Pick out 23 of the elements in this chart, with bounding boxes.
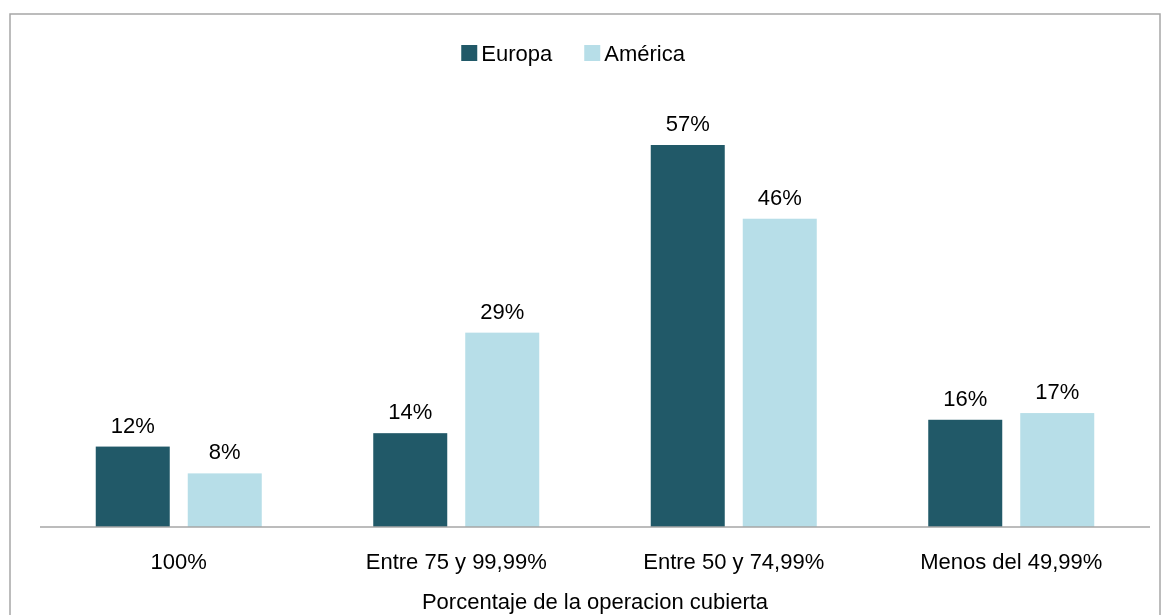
bar: [1020, 413, 1095, 527]
bar: [187, 473, 262, 527]
data-label: 8%: [208, 439, 241, 465]
bar: [465, 332, 540, 527]
data-label: 57%: [665, 111, 710, 136]
data-label: 16%: [943, 385, 988, 411]
bar: [373, 433, 448, 527]
bar: [742, 218, 817, 527]
x-tick-label: Entre 50 y 74,99%: [643, 549, 825, 574]
bar: [650, 145, 725, 527]
data-label: 17%: [1035, 379, 1080, 405]
legend-label: América: [604, 41, 686, 66]
bar: [95, 446, 170, 527]
x-axis-title: Porcentaje de la operacion cubierta: [421, 589, 769, 614]
x-tick-label: Menos del 49,99%: [920, 549, 1103, 574]
data-label: 14%: [388, 399, 433, 425]
x-tick-label: Entre 75 y 99,99%: [365, 549, 547, 574]
x-tick-label: 100%: [150, 549, 207, 574]
legend-label: Europa: [481, 41, 553, 66]
data-label: 46%: [757, 184, 802, 210]
data-label: 12%: [110, 412, 155, 438]
data-label: 29%: [480, 298, 525, 324]
bar: [928, 419, 1003, 527]
